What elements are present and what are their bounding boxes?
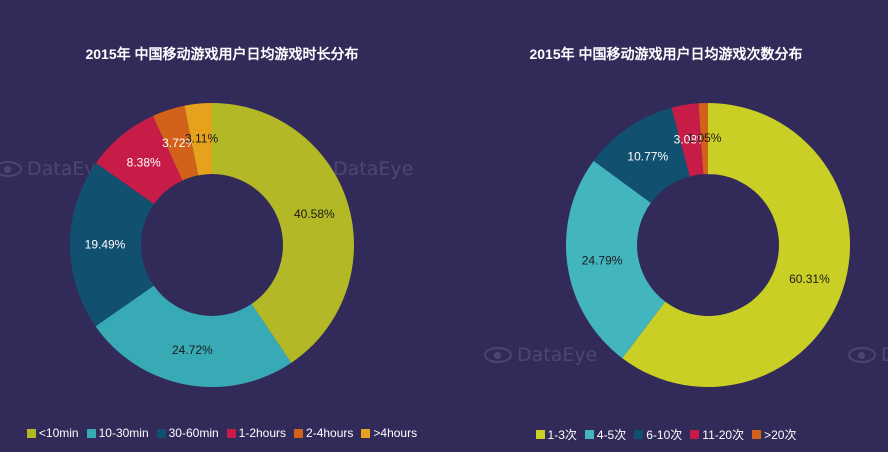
watermark-text: DataEye — [27, 158, 108, 180]
watermark: DataEye — [0, 158, 107, 180]
slice-4-5times — [566, 160, 666, 359]
watermark: DataEye — [848, 344, 888, 366]
legend-label: <10min — [38, 426, 79, 440]
legend-item-gt-4hours[interactable]: >4hours — [361, 426, 417, 440]
duration-chart-panel: 2015年 中国移动游戏用户日均游戏时长分布 40.58% 24.72% 19.49… — [0, 46, 444, 440]
data-label: 3.08% — [674, 132, 708, 146]
donut-chart: 60.31% 24.79% 10.77% 3.08%1.05% — [566, 103, 850, 387]
legend-swatch — [584, 430, 594, 439]
data-label: 1.05% — [687, 131, 721, 145]
legend-label: >20次 — [764, 428, 797, 442]
legend-swatch — [294, 428, 304, 438]
data-label: 40.58% — [294, 207, 335, 221]
legend-item-gt-20times[interactable]: >20次 — [752, 426, 796, 443]
slice-30-60min — [69, 163, 155, 327]
legend-swatch — [361, 428, 371, 438]
watermark-text: DataEye — [333, 158, 414, 180]
slice-lt-10min — [212, 103, 355, 363]
data-label: 3.11% — [185, 132, 218, 146]
eye-icon — [484, 347, 512, 363]
legend-label: 30-60min — [168, 426, 219, 440]
legend-item-2-4hours[interactable]: 2-4hours — [294, 426, 353, 440]
legend-item-1-3times[interactable]: 1-3次 — [535, 426, 577, 443]
legend-item-lt-10min[interactable]: <10min — [26, 426, 79, 440]
slice-10-30min — [95, 285, 292, 388]
slice-1-2hours — [96, 115, 183, 205]
legend-swatch — [26, 428, 36, 438]
slice-11-20times — [671, 103, 704, 177]
slice-2-4hours — [152, 105, 199, 181]
slice-gt-20times — [698, 103, 708, 175]
legend-label: >4hours — [373, 426, 418, 440]
legend-swatch — [226, 428, 236, 438]
frequency-chart-panel: 2015年 中国移动游戏用户日均游戏次数分布 60.31% 24.79% 10.77… — [444, 0, 888, 452]
legend-swatch — [634, 430, 644, 439]
chart-title: 2015年 中国移动游戏用户日均游戏次数分布 — [529, 46, 803, 62]
data-label: 10.77% — [627, 150, 668, 164]
donut-chart: 40.58% 24.72% 19.49% 8.38%3.72%3.11% — [69, 103, 355, 388]
watermark: DataEye — [484, 344, 597, 366]
data-label: 24.72% — [172, 343, 213, 357]
chart-title: 2015年 中国移动游戏用户日均游戏时长分布 — [85, 46, 359, 62]
data-label: 19.49% — [85, 238, 126, 252]
eye-icon — [0, 161, 22, 177]
watermark-text: DataEye — [881, 344, 888, 366]
legend-item-11-20times[interactable]: 11-20次 — [690, 426, 744, 443]
legend-label: 11-20次 — [702, 428, 745, 442]
legend-item-1-2hours[interactable]: 1-2hours — [226, 426, 287, 440]
legend-swatch — [690, 430, 700, 439]
chart-legend: 1-3次 4-5次 6-10次 11-20次 >20次 — [444, 426, 888, 443]
slice-1-3times — [622, 103, 850, 387]
eye-icon — [848, 347, 876, 363]
legend-label: 10-30min — [98, 426, 149, 440]
legend-item-10-30min[interactable]: 10-30min — [86, 426, 149, 440]
slice-6-10times — [593, 107, 690, 203]
legend-swatch — [752, 430, 762, 439]
chart-legend: <10min 10-30min 30-60min 1-2hours 2-4hours >4… — [0, 426, 444, 440]
legend-item-30-60min[interactable]: 30-60min — [156, 426, 219, 440]
legend-label: 1-2hours — [238, 426, 287, 440]
legend-item-6-10times[interactable]: 6-10次 — [634, 426, 682, 443]
legend-item-4-5times[interactable]: 4-5次 — [584, 426, 627, 443]
data-label: 60.31% — [789, 272, 830, 286]
data-label: 8.38% — [127, 156, 161, 170]
legend-label: 1-3次 — [547, 428, 577, 442]
legend-label: 4-5次 — [596, 428, 627, 442]
legend-label: 2-4hours — [306, 426, 354, 440]
legend-swatch — [156, 428, 166, 438]
watermark-text: DataEye — [517, 344, 598, 366]
slice-gt-4hours — [184, 103, 212, 176]
legend-swatch — [535, 430, 545, 439]
data-label: 3.72% — [162, 136, 196, 150]
legend-label: 6-10次 — [646, 428, 683, 442]
data-label: 24.79% — [582, 253, 623, 267]
legend-swatch — [86, 428, 96, 438]
